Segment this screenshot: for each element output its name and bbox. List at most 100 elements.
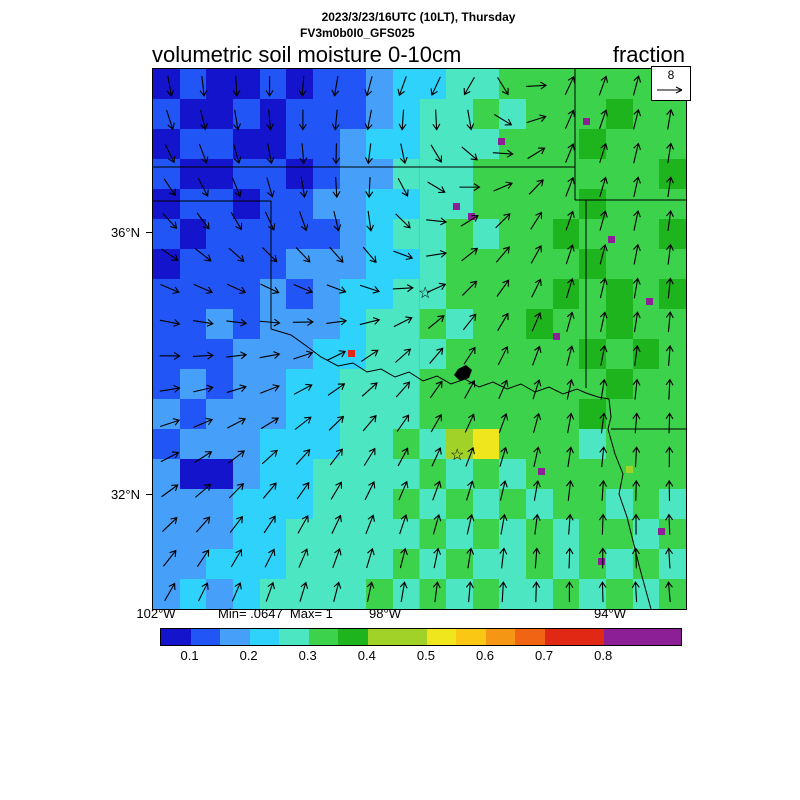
heatmap-cell — [153, 369, 180, 399]
heatmap-cell — [153, 69, 180, 99]
heatmap-cell — [286, 369, 313, 399]
heatmap-cell — [419, 309, 447, 339]
colorbar-tick-label: 0.4 — [357, 648, 376, 663]
heatmap-cell — [632, 99, 660, 129]
heatmap-cell — [312, 549, 340, 579]
heatmap-cell — [392, 189, 420, 219]
heatmap-cell — [526, 219, 553, 249]
plot-title: volumetric soil moisture 0-10cm — [152, 42, 462, 67]
heatmap-cell — [659, 159, 686, 189]
heatmap-cell — [339, 129, 367, 159]
heatmap-cell — [419, 459, 447, 489]
heatmap-cell — [232, 519, 260, 549]
heatmap-cell — [419, 129, 447, 159]
heatmap-cell — [259, 339, 287, 369]
heatmap-cell — [392, 99, 420, 129]
heatmap-cell — [606, 459, 633, 489]
heatmap-cell — [526, 399, 553, 429]
heatmap-cell — [179, 279, 207, 309]
heatmap-cell — [153, 519, 180, 549]
heatmap-cell — [499, 99, 527, 129]
heatmap-cell — [392, 519, 420, 549]
heatmap-cell — [579, 489, 607, 519]
heatmap-cell — [206, 339, 233, 369]
units-label: fraction — [612, 42, 685, 67]
heatmap-cell — [526, 189, 553, 219]
heatmap-cell — [312, 459, 340, 489]
heatmap-speck — [625, 466, 633, 474]
heatmap-cell — [392, 369, 420, 399]
heatmap-cell — [472, 219, 500, 249]
heatmap-cell — [153, 129, 180, 159]
heatmap-cell — [312, 219, 340, 249]
minmax-stats: Min= .0647 Max= 1 — [218, 606, 333, 621]
heatmap-cell — [579, 129, 607, 159]
heatmap-cell — [179, 549, 207, 579]
heatmap-cell — [312, 519, 340, 549]
heatmap-cell — [339, 399, 367, 429]
heatmap-cell — [153, 159, 180, 189]
heatmap-cell — [392, 279, 420, 309]
heatmap-cell — [179, 249, 207, 279]
heatmap-cell — [552, 339, 580, 369]
heatmap-speck — [607, 236, 615, 244]
heatmap-cell — [206, 489, 233, 519]
heatmap-cell — [366, 279, 393, 309]
heatmap-cell — [339, 369, 367, 399]
heatmap-cell — [392, 69, 420, 99]
heatmap-cell — [499, 159, 527, 189]
heatmap-cell — [579, 69, 607, 99]
heatmap-cell — [499, 309, 527, 339]
heatmap-cell — [339, 549, 367, 579]
heatmap-cell — [472, 249, 500, 279]
heatmap-cell — [179, 369, 207, 399]
heatmap-cell — [339, 429, 367, 459]
heatmap-cell — [579, 429, 607, 459]
heatmap-cell — [632, 159, 660, 189]
heatmap-cell — [552, 159, 580, 189]
colorbar-tick-label: 0.2 — [239, 648, 258, 663]
heatmap-cell — [339, 579, 367, 609]
heatmap-cell — [153, 459, 180, 489]
heatmap-cell — [392, 549, 420, 579]
heatmap-cell — [499, 519, 527, 549]
heatmap-cell — [526, 339, 553, 369]
heatmap-cell — [446, 279, 473, 309]
heatmap-cell — [286, 399, 313, 429]
heatmap-cell — [472, 579, 500, 609]
heatmap-cell — [552, 519, 580, 549]
heatmap-cell — [366, 339, 393, 369]
heatmap-cell — [499, 459, 527, 489]
heatmap-cell — [606, 339, 633, 369]
heatmap-cell — [579, 279, 607, 309]
heatmap-cell — [552, 189, 580, 219]
heatmap-cell — [419, 279, 447, 309]
heatmap-cell — [179, 519, 207, 549]
heatmap-cell — [153, 429, 180, 459]
heatmap-speck — [598, 557, 606, 565]
heatmap-cell — [419, 429, 447, 459]
heatmap-cell — [552, 549, 580, 579]
heatmap-cell — [472, 339, 500, 369]
heatmap-cell — [206, 129, 233, 159]
heatmap-cell — [339, 219, 367, 249]
heatmap-cell — [179, 459, 207, 489]
heatmap-cell — [446, 219, 473, 249]
heatmap-cell — [579, 399, 607, 429]
heatmap-cell — [259, 579, 287, 609]
heatmap-cell — [606, 489, 633, 519]
heatmap-cell — [206, 369, 233, 399]
heatmap-cell — [552, 99, 580, 129]
heatmap-cell — [179, 309, 207, 339]
heatmap-cell — [606, 309, 633, 339]
heatmap-cell — [286, 129, 313, 159]
heatmap-cell — [499, 369, 527, 399]
heatmap-cell — [606, 279, 633, 309]
heatmap-cell — [366, 309, 393, 339]
heatmap-cell — [339, 459, 367, 489]
heatmap-cell — [366, 249, 393, 279]
heatmap-cell — [259, 69, 287, 99]
colorbar-tick-label: 0.8 — [594, 648, 613, 663]
heatmap-cell — [526, 369, 553, 399]
heatmap-cell — [446, 249, 473, 279]
